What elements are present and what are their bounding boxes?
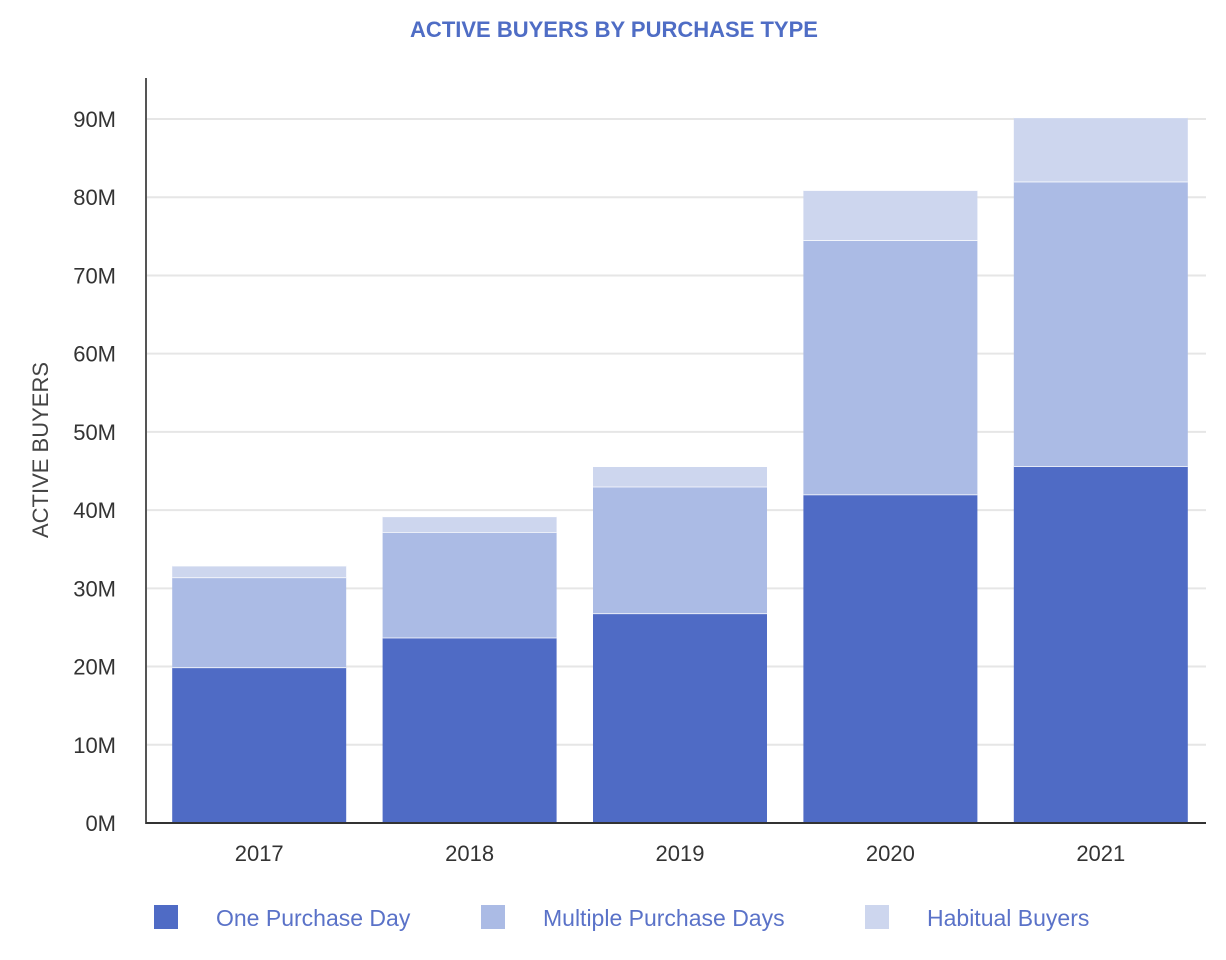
legend-label: Habitual Buyers (927, 905, 1089, 931)
bar-2021-one-purchase-day (1013, 466, 1188, 823)
y-tick-label: 40M (73, 498, 116, 523)
bar-2021-habitual-buyers (1013, 117, 1188, 182)
bar-2019-habitual-buyers (593, 466, 767, 487)
y-tick-label: 0M (85, 811, 116, 836)
bar-2020-habitual-buyers (803, 190, 978, 241)
legend-item-one-purchase-day: One Purchase Day (154, 905, 411, 931)
bar-2021-multiple-purchase-days (1013, 181, 1188, 467)
legend-item-multiple-purchase-days: Multiple Purchase Days (481, 905, 785, 931)
bar-2018-habitual-buyers (382, 516, 557, 533)
y-tick-label: 20M (73, 655, 116, 680)
chart-title: ACTIVE BUYERS BY PURCHASE TYPE (410, 17, 818, 42)
x-tick-label: 2018 (445, 841, 494, 866)
legend-swatch (154, 905, 178, 929)
legend-swatch (865, 905, 889, 929)
y-axis-ticks: 0M 10M 20M 30M 40M 50M 60M 70M 80M 90M (73, 107, 116, 836)
bar-2020-multiple-purchase-days (803, 240, 978, 495)
bars (172, 116, 1188, 823)
y-tick-label: 50M (73, 420, 116, 445)
bar-2017-multiple-purchase-days (172, 577, 347, 668)
bar-2018-multiple-purchase-days (382, 532, 557, 638)
y-tick-label: 60M (73, 342, 116, 367)
y-tick-label: 10M (73, 733, 116, 758)
x-tick-label: 2021 (1076, 841, 1125, 866)
y-tick-label: 30M (73, 576, 116, 601)
bar-2018-one-purchase-day (382, 637, 557, 823)
y-tick-label: 70M (73, 263, 116, 288)
bar-2017-habitual-buyers (172, 565, 347, 578)
legend-swatch (481, 905, 505, 929)
y-axis-label: ACTIVE BUYERS (28, 362, 53, 538)
x-axis-ticks: 2017 2018 2019 2020 2021 (235, 841, 1126, 866)
legend-label: One Purchase Day (216, 905, 411, 931)
x-tick-label: 2020 (866, 841, 915, 866)
y-tick-label: 90M (73, 107, 116, 132)
x-tick-label: 2019 (656, 841, 705, 866)
x-tick-label: 2017 (235, 841, 284, 866)
bar-2019-one-purchase-day (593, 613, 767, 823)
bar-2019-multiple-purchase-days (593, 486, 767, 614)
y-tick-label: 80M (73, 185, 116, 210)
legend: One Purchase Day Multiple Purchase Days Ha… (154, 905, 1089, 931)
legend-label: Multiple Purchase Days (543, 905, 785, 931)
bar-2020-one-purchase-day (803, 494, 978, 823)
bar-2017-one-purchase-day (172, 667, 347, 823)
legend-item-habitual-buyers: Habitual Buyers (865, 905, 1089, 931)
